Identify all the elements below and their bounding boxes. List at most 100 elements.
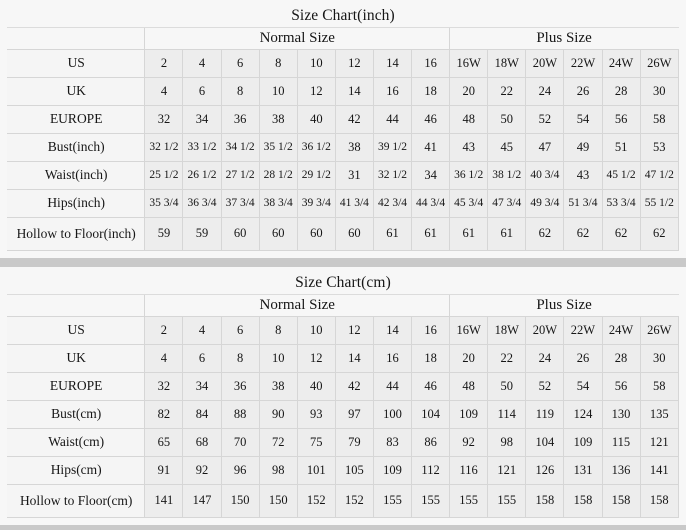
table-cell: 24W xyxy=(601,49,641,78)
table-cell: 152 xyxy=(296,484,336,518)
table-cell: 34 xyxy=(182,372,222,401)
table-cell: 16 xyxy=(411,49,451,78)
table-cell: 25 1/2 xyxy=(144,161,184,190)
table-cell: 92 xyxy=(449,428,489,457)
table-cell: 26W xyxy=(639,49,680,78)
table-cell: 18W xyxy=(487,316,527,345)
table-cell: 4 xyxy=(144,344,184,373)
table-cell: 61 xyxy=(487,217,527,251)
table-cell: 90 xyxy=(258,400,298,429)
inch-table-body: Size Chart(inch) Normal Size Plus Size US 2 4… xyxy=(6,4,680,251)
table-cell: 12 xyxy=(334,49,374,78)
table-cell: 45 xyxy=(487,133,527,162)
table-cell: 38 3/4 xyxy=(258,189,298,218)
table-cell: 30 xyxy=(639,344,680,373)
table-cell: 101 xyxy=(296,456,336,485)
table-cell: 20W xyxy=(525,49,565,78)
table-cell: 18 xyxy=(411,344,451,373)
table-cell: 24W xyxy=(601,316,641,345)
table-cell: 6 xyxy=(220,316,260,345)
table-cell: 112 xyxy=(411,456,451,485)
table-cell: 93 xyxy=(296,400,336,429)
row-label-us: US xyxy=(6,316,146,345)
size-chart-inch-table: Size Chart(inch) Normal Size Plus Size US 2 4… xyxy=(6,4,680,251)
table-cell: 124 xyxy=(563,400,603,429)
table-cell: 26W xyxy=(639,316,680,345)
table-cell: 54 xyxy=(563,105,603,134)
table-cell: 42 3/4 xyxy=(372,189,413,218)
table-cell: 36 1/2 xyxy=(449,161,489,190)
table-cell: 135 xyxy=(639,400,680,429)
table-cell: 28 1/2 xyxy=(258,161,298,190)
inch-table-wrap: Size Chart(inch) Normal Size Plus Size US 2 4… xyxy=(0,4,686,251)
title-row: Size Chart(cm) xyxy=(7,271,679,295)
table-cell: 86 xyxy=(411,428,451,457)
table-cell: 14 xyxy=(372,49,413,78)
table-cell: 155 xyxy=(372,484,413,518)
group-header-normal-size: Normal Size xyxy=(144,27,451,50)
table-cell: 141 xyxy=(144,484,184,518)
table-cell: 39 1/2 xyxy=(372,133,413,162)
table-cell: 48 xyxy=(449,372,489,401)
group-header-blank xyxy=(6,27,146,50)
table-cell: 36 xyxy=(220,105,260,134)
table-cell: 16 xyxy=(372,77,413,106)
chart-title: Size Chart(cm) xyxy=(7,271,679,295)
table-cell: 92 xyxy=(182,456,222,485)
table-row: Hips(cm) 91 92 96 98 101 105 109 112 116 121 126 131… xyxy=(6,456,680,485)
table-cell: 84 xyxy=(182,400,222,429)
table-cell: 82 xyxy=(144,400,184,429)
table-cell: 47 3/4 xyxy=(487,189,527,218)
row-label-hollow-to-floor-cm: Hollow to Floor(cm) xyxy=(6,484,146,518)
table-row: Hollow to Floor(cm) 141 147 150 150 152 152 155… xyxy=(6,484,680,518)
table-cell: 38 xyxy=(258,105,298,134)
table-cell: 37 3/4 xyxy=(220,189,260,218)
table-cell: 8 xyxy=(258,316,298,345)
table-cell: 121 xyxy=(639,428,680,457)
table-cell: 6 xyxy=(220,49,260,78)
table-cell: 22 xyxy=(487,344,527,373)
table-cell: 62 xyxy=(525,217,565,251)
chart-title: Size Chart(inch) xyxy=(7,4,679,28)
table-row: Bust(inch) 32 1/2 33 1/2 34 1/2 35 1/2 36 1/2… xyxy=(6,133,680,162)
table-cell: 53 xyxy=(639,133,680,162)
row-label-waist-inch: Waist(inch) xyxy=(6,161,146,190)
table-cell: 61 xyxy=(372,217,413,251)
table-cell: 55 1/2 xyxy=(639,189,680,218)
table-row: Hollow to Floor(inch) 59 59 60 60 60 60 61 61 61 6… xyxy=(6,217,680,251)
row-label-bust-inch: Bust(inch) xyxy=(6,133,146,162)
group-header-plus-size: Plus Size xyxy=(449,27,679,50)
table-cell: 22 xyxy=(487,77,527,106)
table-cell: 26 xyxy=(563,77,603,106)
table-cell: 10 xyxy=(258,344,298,373)
inch-top-padding xyxy=(0,0,686,4)
table-cell: 147 xyxy=(182,484,222,518)
table-cell: 60 xyxy=(296,217,336,251)
table-row: Hips(inch) 35 3/4 36 3/4 37 3/4 38 3/4 39 3/4… xyxy=(6,189,680,218)
row-label-waist-cm: Waist(cm) xyxy=(6,428,146,457)
group-header-row: Normal Size Plus Size xyxy=(6,294,679,317)
table-cell: 114 xyxy=(487,400,527,429)
table-cell: 32 xyxy=(144,372,184,401)
table-cell: 62 xyxy=(601,217,641,251)
table-cell: 18 xyxy=(411,77,451,106)
table-cell: 26 xyxy=(563,344,603,373)
table-cell: 38 xyxy=(334,133,374,162)
table-cell: 20 xyxy=(449,344,489,373)
table-cell: 6 xyxy=(182,344,222,373)
table-cell: 43 xyxy=(563,161,603,190)
table-cell: 155 xyxy=(449,484,489,518)
table-cell: 83 xyxy=(372,428,413,457)
table-cell: 115 xyxy=(601,428,641,457)
table-cell: 104 xyxy=(525,428,565,457)
table-cell: 4 xyxy=(182,49,222,78)
size-chart-inch-block: Size Chart(inch) Normal Size Plus Size US 2 4… xyxy=(0,0,686,258)
table-cell: 36 xyxy=(220,372,260,401)
table-cell: 131 xyxy=(563,456,603,485)
table-cell: 34 xyxy=(182,105,222,134)
table-cell: 59 xyxy=(182,217,222,251)
table-cell: 68 xyxy=(182,428,222,457)
table-cell: 30 xyxy=(639,77,680,106)
table-cell: 98 xyxy=(487,428,527,457)
table-cell: 109 xyxy=(449,400,489,429)
